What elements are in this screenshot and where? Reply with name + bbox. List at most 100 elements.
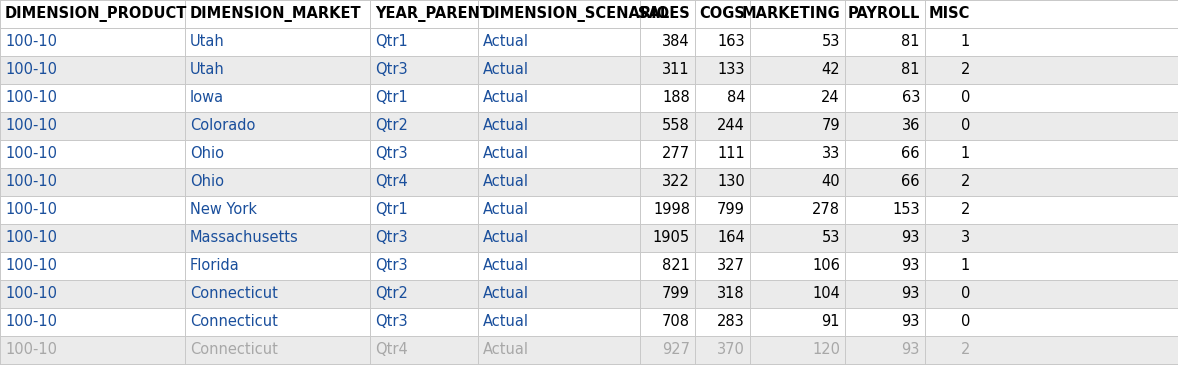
Text: Florida: Florida <box>190 259 240 273</box>
Text: Actual: Actual <box>483 175 529 190</box>
Text: Qtr3: Qtr3 <box>375 230 408 245</box>
Text: 1: 1 <box>961 259 969 273</box>
Text: 799: 799 <box>717 202 744 218</box>
Text: 100-10: 100-10 <box>5 63 57 78</box>
Text: 93: 93 <box>901 230 920 245</box>
Text: 100-10: 100-10 <box>5 175 57 190</box>
Text: 2: 2 <box>960 175 969 190</box>
Text: 100-10: 100-10 <box>5 342 57 357</box>
Text: Actual: Actual <box>483 147 529 161</box>
Text: Qtr4: Qtr4 <box>375 342 408 357</box>
Text: 164: 164 <box>717 230 744 245</box>
Text: 163: 163 <box>717 35 744 49</box>
Text: Actual: Actual <box>483 230 529 245</box>
Text: 91: 91 <box>821 314 840 329</box>
Text: Actual: Actual <box>483 35 529 49</box>
Text: Actual: Actual <box>483 287 529 302</box>
Text: 1: 1 <box>961 35 969 49</box>
Bar <box>0 56 1178 84</box>
Text: 81: 81 <box>901 63 920 78</box>
Text: 33: 33 <box>822 147 840 161</box>
Text: Qtr3: Qtr3 <box>375 314 408 329</box>
Text: COGS: COGS <box>699 6 744 21</box>
Text: Qtr1: Qtr1 <box>375 202 408 218</box>
Text: Connecticut: Connecticut <box>190 314 278 329</box>
Text: 93: 93 <box>901 287 920 302</box>
Text: 104: 104 <box>812 287 840 302</box>
Text: Connecticut: Connecticut <box>190 287 278 302</box>
Bar <box>0 0 1178 28</box>
Bar <box>0 140 1178 168</box>
Text: 111: 111 <box>717 147 744 161</box>
Bar <box>0 224 1178 252</box>
Text: 2: 2 <box>960 202 969 218</box>
Bar <box>0 196 1178 224</box>
Text: 130: 130 <box>717 175 744 190</box>
Bar <box>0 336 1178 364</box>
Text: 100-10: 100-10 <box>5 35 57 49</box>
Text: 79: 79 <box>821 118 840 133</box>
Text: 106: 106 <box>812 259 840 273</box>
Text: 153: 153 <box>893 202 920 218</box>
Text: Actual: Actual <box>483 90 529 106</box>
Text: Qtr3: Qtr3 <box>375 259 408 273</box>
Text: 53: 53 <box>821 230 840 245</box>
Text: 66: 66 <box>901 175 920 190</box>
Text: 100-10: 100-10 <box>5 147 57 161</box>
Text: 93: 93 <box>901 342 920 357</box>
Text: 40: 40 <box>821 175 840 190</box>
Text: PAYROLL: PAYROLL <box>848 6 920 21</box>
Text: 66: 66 <box>901 147 920 161</box>
Text: 36: 36 <box>901 118 920 133</box>
Text: YEAR_PARENT: YEAR_PARENT <box>375 6 490 22</box>
Text: SALES: SALES <box>638 6 690 21</box>
Text: Qtr3: Qtr3 <box>375 63 408 78</box>
Text: New York: New York <box>190 202 257 218</box>
Text: Utah: Utah <box>190 35 225 49</box>
Text: 120: 120 <box>812 342 840 357</box>
Bar <box>0 112 1178 140</box>
Text: 81: 81 <box>901 35 920 49</box>
Text: 0: 0 <box>960 287 969 302</box>
Text: 100-10: 100-10 <box>5 118 57 133</box>
Text: Ohio: Ohio <box>190 147 224 161</box>
Text: 188: 188 <box>662 90 690 106</box>
Text: 1905: 1905 <box>653 230 690 245</box>
Text: Iowa: Iowa <box>190 90 224 106</box>
Text: 2: 2 <box>960 342 969 357</box>
Text: Actual: Actual <box>483 342 529 357</box>
Text: 277: 277 <box>662 147 690 161</box>
Text: 927: 927 <box>662 342 690 357</box>
Text: Actual: Actual <box>483 314 529 329</box>
Text: MISC: MISC <box>928 6 969 21</box>
Text: 708: 708 <box>662 314 690 329</box>
Text: 311: 311 <box>662 63 690 78</box>
Text: 1998: 1998 <box>653 202 690 218</box>
Bar <box>0 280 1178 308</box>
Text: Colorado: Colorado <box>190 118 256 133</box>
Text: DIMENSION_SCENARIO: DIMENSION_SCENARIO <box>483 6 670 22</box>
Text: Qtr2: Qtr2 <box>375 118 408 133</box>
Text: Qtr1: Qtr1 <box>375 35 408 49</box>
Text: 1: 1 <box>961 147 969 161</box>
Text: 384: 384 <box>662 35 690 49</box>
Text: 799: 799 <box>662 287 690 302</box>
Text: 327: 327 <box>717 259 744 273</box>
Text: Actual: Actual <box>483 63 529 78</box>
Text: Ohio: Ohio <box>190 175 224 190</box>
Text: Connecticut: Connecticut <box>190 342 278 357</box>
Text: 278: 278 <box>812 202 840 218</box>
Text: 0: 0 <box>960 118 969 133</box>
Text: 821: 821 <box>662 259 690 273</box>
Text: 244: 244 <box>717 118 744 133</box>
Text: 100-10: 100-10 <box>5 259 57 273</box>
Text: 100-10: 100-10 <box>5 230 57 245</box>
Text: MARKETING: MARKETING <box>741 6 840 21</box>
Bar <box>0 168 1178 196</box>
Text: 63: 63 <box>901 90 920 106</box>
Text: 0: 0 <box>960 314 969 329</box>
Text: DIMENSION_MARKET: DIMENSION_MARKET <box>190 6 362 22</box>
Bar <box>0 308 1178 336</box>
Text: Qtr4: Qtr4 <box>375 175 408 190</box>
Text: 42: 42 <box>821 63 840 78</box>
